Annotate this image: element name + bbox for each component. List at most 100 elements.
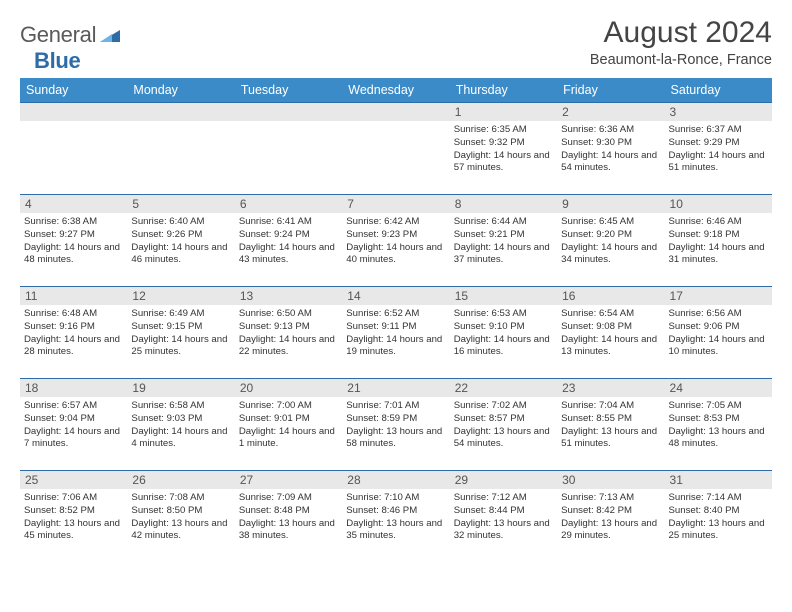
sunset-line: Sunset: 8:46 PM xyxy=(346,505,445,518)
daylight-line: Daylight: 14 hours and 37 minutes. xyxy=(454,242,553,267)
daylight-line: Daylight: 13 hours and 25 minutes. xyxy=(669,518,768,543)
day-number: 4 xyxy=(20,195,127,213)
day-info: Sunrise: 6:41 AMSunset: 9:24 PMDaylight:… xyxy=(235,213,342,271)
day-number: 27 xyxy=(235,471,342,489)
sunset-line: Sunset: 8:48 PM xyxy=(239,505,338,518)
sunrise-line: Sunrise: 7:00 AM xyxy=(239,400,338,413)
calendar-day-cell: 17Sunrise: 6:56 AMSunset: 9:06 PMDayligh… xyxy=(665,287,772,379)
sunset-line: Sunset: 9:24 PM xyxy=(239,229,338,242)
sunset-line: Sunset: 9:21 PM xyxy=(454,229,553,242)
calendar-week-row: 25Sunrise: 7:06 AMSunset: 8:52 PMDayligh… xyxy=(20,471,772,563)
daylight-line: Daylight: 13 hours and 38 minutes. xyxy=(239,518,338,543)
sunset-line: Sunset: 9:18 PM xyxy=(669,229,768,242)
day-number: 30 xyxy=(557,471,664,489)
day-info: Sunrise: 6:48 AMSunset: 9:16 PMDaylight:… xyxy=(20,305,127,363)
sunset-line: Sunset: 9:03 PM xyxy=(131,413,230,426)
brand-mark-icon xyxy=(100,24,120,47)
sunrise-line: Sunrise: 7:04 AM xyxy=(561,400,660,413)
daylight-line: Daylight: 13 hours and 35 minutes. xyxy=(346,518,445,543)
day-number: 5 xyxy=(127,195,234,213)
sunset-line: Sunset: 9:11 PM xyxy=(346,321,445,334)
day-info: Sunrise: 6:46 AMSunset: 9:18 PMDaylight:… xyxy=(665,213,772,271)
day-number xyxy=(20,103,127,121)
calendar-day-cell: 2Sunrise: 6:36 AMSunset: 9:30 PMDaylight… xyxy=(557,103,664,195)
calendar-day-cell: 8Sunrise: 6:44 AMSunset: 9:21 PMDaylight… xyxy=(450,195,557,287)
sunset-line: Sunset: 9:15 PM xyxy=(131,321,230,334)
day-number: 26 xyxy=(127,471,234,489)
sunrise-line: Sunrise: 6:37 AM xyxy=(669,124,768,137)
day-number xyxy=(235,103,342,121)
sunrise-line: Sunrise: 6:58 AM xyxy=(131,400,230,413)
sunrise-line: Sunrise: 7:13 AM xyxy=(561,492,660,505)
day-number: 6 xyxy=(235,195,342,213)
day-number: 19 xyxy=(127,379,234,397)
day-header: Tuesday xyxy=(235,78,342,103)
daylight-line: Daylight: 14 hours and 43 minutes. xyxy=(239,242,338,267)
calendar-day-cell: 10Sunrise: 6:46 AMSunset: 9:18 PMDayligh… xyxy=(665,195,772,287)
sunrise-line: Sunrise: 6:41 AM xyxy=(239,216,338,229)
day-number: 24 xyxy=(665,379,772,397)
day-number: 15 xyxy=(450,287,557,305)
daylight-line: Daylight: 14 hours and 51 minutes. xyxy=(669,150,768,175)
sunrise-line: Sunrise: 6:40 AM xyxy=(131,216,230,229)
day-info: Sunrise: 6:44 AMSunset: 9:21 PMDaylight:… xyxy=(450,213,557,271)
day-number: 25 xyxy=(20,471,127,489)
day-number: 14 xyxy=(342,287,449,305)
day-number: 23 xyxy=(557,379,664,397)
sunrise-line: Sunrise: 7:08 AM xyxy=(131,492,230,505)
calendar-day-cell: 14Sunrise: 6:52 AMSunset: 9:11 PMDayligh… xyxy=(342,287,449,379)
day-info: Sunrise: 7:05 AMSunset: 8:53 PMDaylight:… xyxy=(665,397,772,455)
day-info: Sunrise: 7:08 AMSunset: 8:50 PMDaylight:… xyxy=(127,489,234,547)
calendar-day-cell: 29Sunrise: 7:12 AMSunset: 8:44 PMDayligh… xyxy=(450,471,557,563)
sunset-line: Sunset: 8:40 PM xyxy=(669,505,768,518)
daylight-line: Daylight: 14 hours and 46 minutes. xyxy=(131,242,230,267)
daylight-line: Daylight: 14 hours and 19 minutes. xyxy=(346,334,445,359)
calendar-day-cell: 15Sunrise: 6:53 AMSunset: 9:10 PMDayligh… xyxy=(450,287,557,379)
sunset-line: Sunset: 8:50 PM xyxy=(131,505,230,518)
sunrise-line: Sunrise: 6:57 AM xyxy=(24,400,123,413)
daylight-line: Daylight: 13 hours and 45 minutes. xyxy=(24,518,123,543)
sunrise-line: Sunrise: 6:44 AM xyxy=(454,216,553,229)
page-title: August 2024 xyxy=(590,16,772,50)
calendar-week-row: 4Sunrise: 6:38 AMSunset: 9:27 PMDaylight… xyxy=(20,195,772,287)
calendar-day-cell: 23Sunrise: 7:04 AMSunset: 8:55 PMDayligh… xyxy=(557,379,664,471)
calendar-day-cell: 27Sunrise: 7:09 AMSunset: 8:48 PMDayligh… xyxy=(235,471,342,563)
sunset-line: Sunset: 8:59 PM xyxy=(346,413,445,426)
calendar-day-cell: 31Sunrise: 7:14 AMSunset: 8:40 PMDayligh… xyxy=(665,471,772,563)
sunrise-line: Sunrise: 6:46 AM xyxy=(669,216,768,229)
day-number: 12 xyxy=(127,287,234,305)
day-info: Sunrise: 6:38 AMSunset: 9:27 PMDaylight:… xyxy=(20,213,127,271)
daylight-line: Daylight: 14 hours and 31 minutes. xyxy=(669,242,768,267)
daylight-line: Daylight: 14 hours and 34 minutes. xyxy=(561,242,660,267)
calendar-week-row: 11Sunrise: 6:48 AMSunset: 9:16 PMDayligh… xyxy=(20,287,772,379)
sunset-line: Sunset: 8:52 PM xyxy=(24,505,123,518)
sunset-line: Sunset: 9:08 PM xyxy=(561,321,660,334)
day-info: Sunrise: 7:04 AMSunset: 8:55 PMDaylight:… xyxy=(557,397,664,455)
day-info: Sunrise: 6:56 AMSunset: 9:06 PMDaylight:… xyxy=(665,305,772,363)
daylight-line: Daylight: 13 hours and 32 minutes. xyxy=(454,518,553,543)
day-header: Thursday xyxy=(450,78,557,103)
day-number xyxy=(342,103,449,121)
day-info: Sunrise: 6:54 AMSunset: 9:08 PMDaylight:… xyxy=(557,305,664,363)
day-info: Sunrise: 7:09 AMSunset: 8:48 PMDaylight:… xyxy=(235,489,342,547)
sunset-line: Sunset: 9:29 PM xyxy=(669,137,768,150)
calendar-day-cell: 26Sunrise: 7:08 AMSunset: 8:50 PMDayligh… xyxy=(127,471,234,563)
day-header: Friday xyxy=(557,78,664,103)
sunrise-line: Sunrise: 6:49 AM xyxy=(131,308,230,321)
calendar-day-cell: 5Sunrise: 6:40 AMSunset: 9:26 PMDaylight… xyxy=(127,195,234,287)
calendar-day-cell: 1Sunrise: 6:35 AMSunset: 9:32 PMDaylight… xyxy=(450,103,557,195)
sunset-line: Sunset: 9:16 PM xyxy=(24,321,123,334)
calendar-week-row: 18Sunrise: 6:57 AMSunset: 9:04 PMDayligh… xyxy=(20,379,772,471)
calendar-day-cell: 19Sunrise: 6:58 AMSunset: 9:03 PMDayligh… xyxy=(127,379,234,471)
sunset-line: Sunset: 9:13 PM xyxy=(239,321,338,334)
daylight-line: Daylight: 14 hours and 57 minutes. xyxy=(454,150,553,175)
day-info: Sunrise: 7:01 AMSunset: 8:59 PMDaylight:… xyxy=(342,397,449,455)
sunset-line: Sunset: 9:20 PM xyxy=(561,229,660,242)
sunset-line: Sunset: 9:06 PM xyxy=(669,321,768,334)
daylight-line: Daylight: 13 hours and 42 minutes. xyxy=(131,518,230,543)
day-header: Monday xyxy=(127,78,234,103)
sunrise-line: Sunrise: 7:01 AM xyxy=(346,400,445,413)
daylight-line: Daylight: 14 hours and 7 minutes. xyxy=(24,426,123,451)
sunrise-line: Sunrise: 6:35 AM xyxy=(454,124,553,137)
day-number xyxy=(127,103,234,121)
